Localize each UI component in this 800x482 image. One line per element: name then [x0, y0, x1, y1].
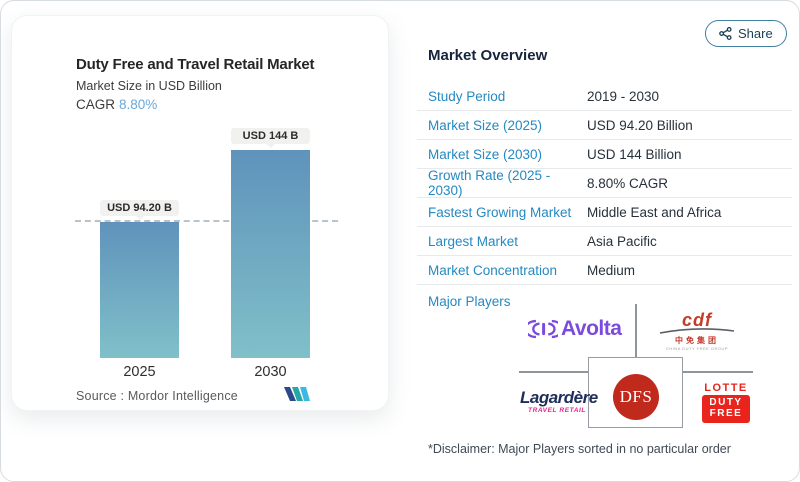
- lotte-free-text: FREE: [709, 407, 743, 419]
- avolta-logo-text: Avolta: [561, 317, 622, 340]
- row-value: 2019 - 2030: [587, 88, 660, 104]
- lagardere-subtext: TRAVEL RETAIL: [528, 407, 586, 414]
- chart-title: Duty Free and Travel Retail Market: [76, 56, 315, 73]
- table-row: Growth Rate (2025 - 2030) 8.80% CAGR: [417, 168, 792, 198]
- row-label-growth-rate[interactable]: Growth Rate (2025 - 2030): [428, 168, 551, 198]
- source-text: Source : Mordor Intelligence: [76, 389, 238, 403]
- share-button[interactable]: Share: [705, 20, 787, 47]
- cdf-chinese-text: 中免集团: [675, 336, 719, 345]
- table-row: Largest Market Asia Pacific: [417, 227, 792, 256]
- table-row: Market Size (2025) USD 94.20 Billion: [417, 111, 792, 140]
- cdf-swoosh-icon: [659, 328, 735, 334]
- row-label-market-size-2030[interactable]: Market Size (2030): [428, 146, 543, 162]
- lagardere-logo: Lagardère TRAVEL RETAIL: [520, 388, 598, 414]
- major-players-label: Major Players: [428, 294, 511, 309]
- table-row: Market Concentration Medium: [417, 256, 792, 285]
- bar-2025: [100, 222, 179, 358]
- bar-2030-value-label: USD 144 B: [231, 128, 310, 144]
- row-value: USD 144 Billion: [587, 146, 682, 162]
- lotte-duty-free-badge: DUTY FREE: [702, 395, 750, 423]
- players-connector-vertical: [635, 304, 637, 357]
- mordor-intelligence-logo: [284, 387, 310, 401]
- bar-2030-value-text: USD 144 B: [242, 130, 299, 142]
- row-label-study-period[interactable]: Study Period: [428, 88, 506, 104]
- table-row: Market Size (2030) USD 144 Billion: [417, 140, 792, 169]
- dfs-circle-icon: DFS: [613, 374, 659, 420]
- row-value: 8.80% CAGR: [587, 175, 669, 191]
- row-label-market-size-2025[interactable]: Market Size (2025): [428, 117, 543, 133]
- disclaimer-text: *Disclaimer: Major Players sorted in no …: [428, 442, 731, 456]
- share-label: Share: [738, 26, 773, 41]
- row-value: Asia Pacific: [587, 233, 657, 249]
- players-connector-right: [683, 371, 753, 373]
- cagr-value: 8.80%: [119, 97, 158, 112]
- chart-subtitle: Market Size in USD Billion: [76, 79, 222, 93]
- bar-2025-value-text: USD 94.20 B: [107, 202, 172, 214]
- row-value: USD 94.20 Billion: [587, 117, 693, 133]
- row-label-largest-market[interactable]: Largest Market: [428, 233, 519, 249]
- bar-2030: [231, 150, 310, 358]
- dfs-logo-box: DFS: [588, 357, 683, 428]
- chart-card: Duty Free and Travel Retail Market Marke…: [11, 15, 389, 411]
- avolta-mark-icon: [528, 319, 558, 339]
- share-icon: [719, 27, 732, 40]
- overview-heading: Market Overview: [428, 47, 548, 64]
- row-value: Middle East and Africa: [587, 204, 722, 220]
- cagr-label: CAGR: [76, 97, 116, 112]
- cdf-logo: cdf 中免集团 CHINA DUTY FREE GROUP: [658, 310, 736, 351]
- overview-table: Study Period 2019 - 2030 Market Size (20…: [417, 82, 792, 285]
- row-label-fastest-growing-market[interactable]: Fastest Growing Market: [428, 204, 572, 220]
- axis-label-2025: 2025: [123, 364, 156, 380]
- players-connector-left: [519, 371, 588, 373]
- lotte-duty-text: DUTY: [709, 397, 743, 408]
- table-row: Fastest Growing Market Middle East and A…: [417, 198, 792, 227]
- lotte-logo: LOTTE DUTY FREE: [702, 382, 750, 423]
- axis-label-2030: 2030: [254, 364, 287, 380]
- bar-2025-value-label: USD 94.20 B: [100, 200, 179, 216]
- cdf-logo-text: cdf: [682, 310, 712, 330]
- lotte-logo-text: LOTTE: [704, 382, 748, 394]
- row-label-market-concentration[interactable]: Market Concentration: [428, 262, 558, 278]
- row-value: Medium: [587, 262, 636, 278]
- lagardere-logo-text: Lagardère: [520, 388, 598, 407]
- dfs-logo-text: DFS: [619, 387, 653, 406]
- chart-cagr: CAGR 8.80%: [76, 97, 157, 112]
- avolta-logo: Avolta: [528, 317, 622, 341]
- table-row: Study Period 2019 - 2030: [417, 82, 792, 111]
- cdf-tiny-text: CHINA DUTY FREE GROUP: [665, 346, 729, 351]
- reference-dashed-line: [75, 220, 338, 222]
